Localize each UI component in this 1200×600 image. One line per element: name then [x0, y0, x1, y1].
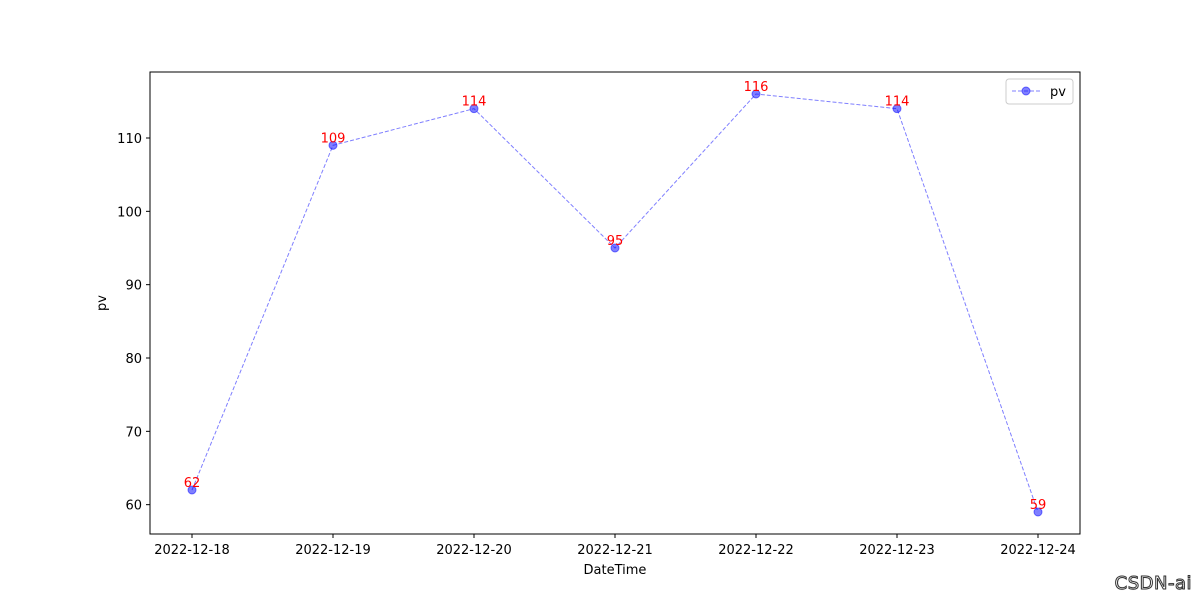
y-tick-label: 90 [125, 279, 142, 294]
y-tick-label: 70 [125, 425, 142, 440]
y-axis: 60 70 80 90 100 110 [117, 132, 150, 514]
data-point [187, 485, 197, 495]
data-point [892, 104, 902, 114]
x-tick-label: 2022-12-19 [295, 543, 371, 558]
x-tick-label: 2022-12-24 [1000, 543, 1076, 558]
data-point [469, 104, 479, 114]
data-label: 116 [744, 80, 769, 95]
x-tick-label: 2022-12-21 [577, 543, 653, 558]
data-label: 62 [184, 476, 201, 491]
data-labels: 62 109 114 95 116 114 59 [184, 80, 1047, 513]
data-point [1033, 507, 1043, 517]
y-tick-label: 60 [125, 499, 142, 514]
x-tick-label: 2022-12-22 [718, 543, 794, 558]
legend: pv [1005, 78, 1074, 105]
data-point [610, 243, 620, 253]
x-tick-label: 2022-12-20 [436, 543, 512, 558]
data-label: 59 [1030, 498, 1047, 513]
data-point [328, 140, 338, 150]
series-pv [187, 89, 1043, 517]
x-tick-label: 2022-12-18 [154, 543, 230, 558]
legend-label-pv: pv [1050, 85, 1066, 100]
plot-frame [149, 71, 1081, 535]
data-label: 114 [462, 95, 487, 110]
x-tick-label: 2022-12-23 [859, 543, 935, 558]
series-line-pv [191, 93, 1039, 513]
data-point [751, 89, 761, 99]
watermark: CSDN-ai [1114, 573, 1192, 595]
legend-marker [1021, 86, 1031, 96]
y-tick-label: 110 [117, 132, 142, 147]
x-axis-label: DateTime [584, 563, 647, 578]
data-label: 114 [885, 95, 910, 110]
y-tick-label: 80 [125, 352, 142, 367]
data-label: 109 [321, 131, 346, 146]
y-tick-label: 100 [117, 205, 142, 220]
data-label: 95 [607, 234, 624, 249]
y-axis-label: pv [95, 295, 110, 311]
x-axis: 2022-12-18 2022-12-19 2022-12-20 2022-12-21… [154, 534, 1076, 558]
